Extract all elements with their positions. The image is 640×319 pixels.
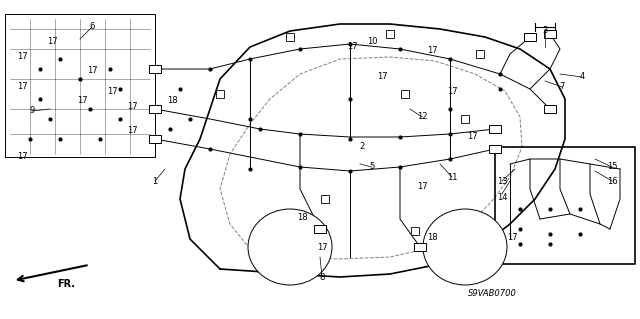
Text: 17: 17 (347, 42, 357, 51)
Text: 4: 4 (579, 72, 584, 81)
Text: 6: 6 (90, 23, 95, 32)
Text: 17: 17 (17, 152, 28, 161)
Text: 17: 17 (317, 242, 327, 251)
Text: 17: 17 (86, 66, 97, 76)
Text: 11: 11 (447, 173, 457, 182)
Bar (489, 125, 501, 133)
Ellipse shape (248, 209, 332, 285)
Text: 17: 17 (467, 132, 477, 142)
Text: 17: 17 (447, 86, 458, 95)
Text: 14: 14 (497, 192, 508, 202)
Text: 18: 18 (297, 212, 307, 221)
Bar (321, 195, 329, 203)
Bar (314, 225, 326, 233)
Text: 2: 2 (360, 143, 365, 152)
Bar (489, 145, 501, 153)
Bar (286, 33, 294, 41)
Text: 17: 17 (427, 47, 437, 56)
Text: 18: 18 (427, 233, 437, 241)
Text: 17: 17 (77, 97, 87, 106)
Text: 5: 5 (369, 162, 374, 172)
Text: 8: 8 (319, 272, 324, 281)
Text: 17: 17 (47, 36, 58, 46)
Text: 12: 12 (417, 113, 428, 122)
Text: 17: 17 (507, 233, 517, 241)
Text: 1: 1 (152, 176, 157, 186)
Bar (149, 135, 161, 143)
Bar (544, 105, 556, 113)
Bar (476, 50, 484, 58)
Bar (386, 30, 394, 38)
Text: 17: 17 (127, 102, 138, 112)
Ellipse shape (423, 209, 507, 285)
Bar (414, 243, 426, 251)
Text: 17: 17 (417, 182, 428, 191)
Text: 3: 3 (542, 26, 548, 35)
Text: 17: 17 (17, 83, 28, 92)
Bar (216, 90, 224, 98)
Text: 9: 9 (29, 107, 35, 115)
Bar (149, 105, 161, 113)
Bar (401, 90, 409, 98)
Text: 16: 16 (607, 176, 618, 186)
Bar (411, 227, 419, 235)
Bar (149, 65, 161, 73)
Text: 15: 15 (607, 162, 617, 172)
Bar (461, 115, 469, 123)
Text: S9VAB0700: S9VAB0700 (468, 289, 517, 298)
Text: 17: 17 (17, 53, 28, 62)
Bar (544, 30, 556, 38)
Text: FR.: FR. (58, 279, 76, 289)
Text: 17: 17 (107, 86, 117, 95)
Text: 17: 17 (127, 127, 138, 136)
Text: 18: 18 (166, 97, 177, 106)
Text: 10: 10 (367, 36, 377, 46)
Text: 13: 13 (497, 176, 508, 186)
Text: 17: 17 (377, 72, 387, 81)
Text: 7: 7 (559, 83, 564, 92)
Bar (524, 33, 536, 41)
